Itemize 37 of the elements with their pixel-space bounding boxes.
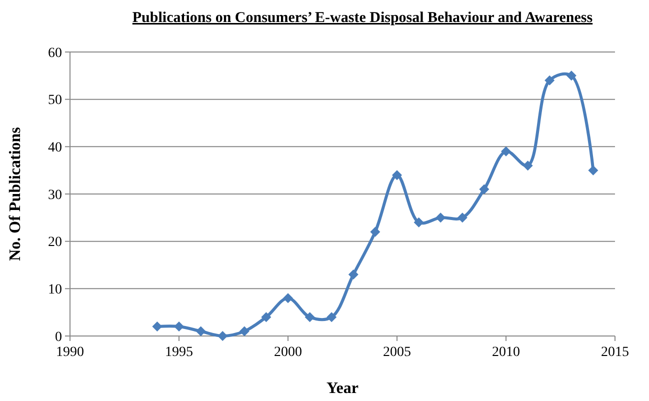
point [436,212,446,223]
x-tick-label: 2000 [274,345,302,360]
point [283,293,293,304]
point [348,269,358,280]
point [588,165,598,176]
y-tick-label: 0 [55,330,62,345]
y-tick-label: 30 [48,188,62,203]
point [370,226,380,237]
point [522,160,533,171]
point [174,322,184,332]
point [261,312,272,322]
y-tick-label: 10 [48,282,62,298]
x-tick-label: 2010 [492,345,520,360]
y-tick-label: 40 [48,140,62,156]
point [501,146,511,156]
y-tick-label: 50 [48,93,62,108]
point [392,170,402,180]
point [544,75,555,86]
x-axis-title: Year [326,380,358,397]
x-tick-label: 1995 [165,345,193,360]
point [566,70,576,81]
x-tick-label: 2015 [601,345,629,360]
y-tick-label: 20 [48,235,62,250]
point [152,322,162,332]
x-tick-label: 2005 [383,345,411,360]
point [218,331,228,341]
point [457,212,468,223]
point [304,312,315,322]
point [326,312,337,322]
chart-title: Publications on Consumers’ E-waste Disposal Behaviour and Awareness [132,10,593,26]
y-tick-label: 60 [48,46,62,61]
point [196,326,206,336]
x-tick-label: 1990 [56,345,84,360]
point [414,217,424,228]
point [479,184,490,194]
point [239,326,250,336]
y-axis-title: No. Of Publications [7,127,24,261]
